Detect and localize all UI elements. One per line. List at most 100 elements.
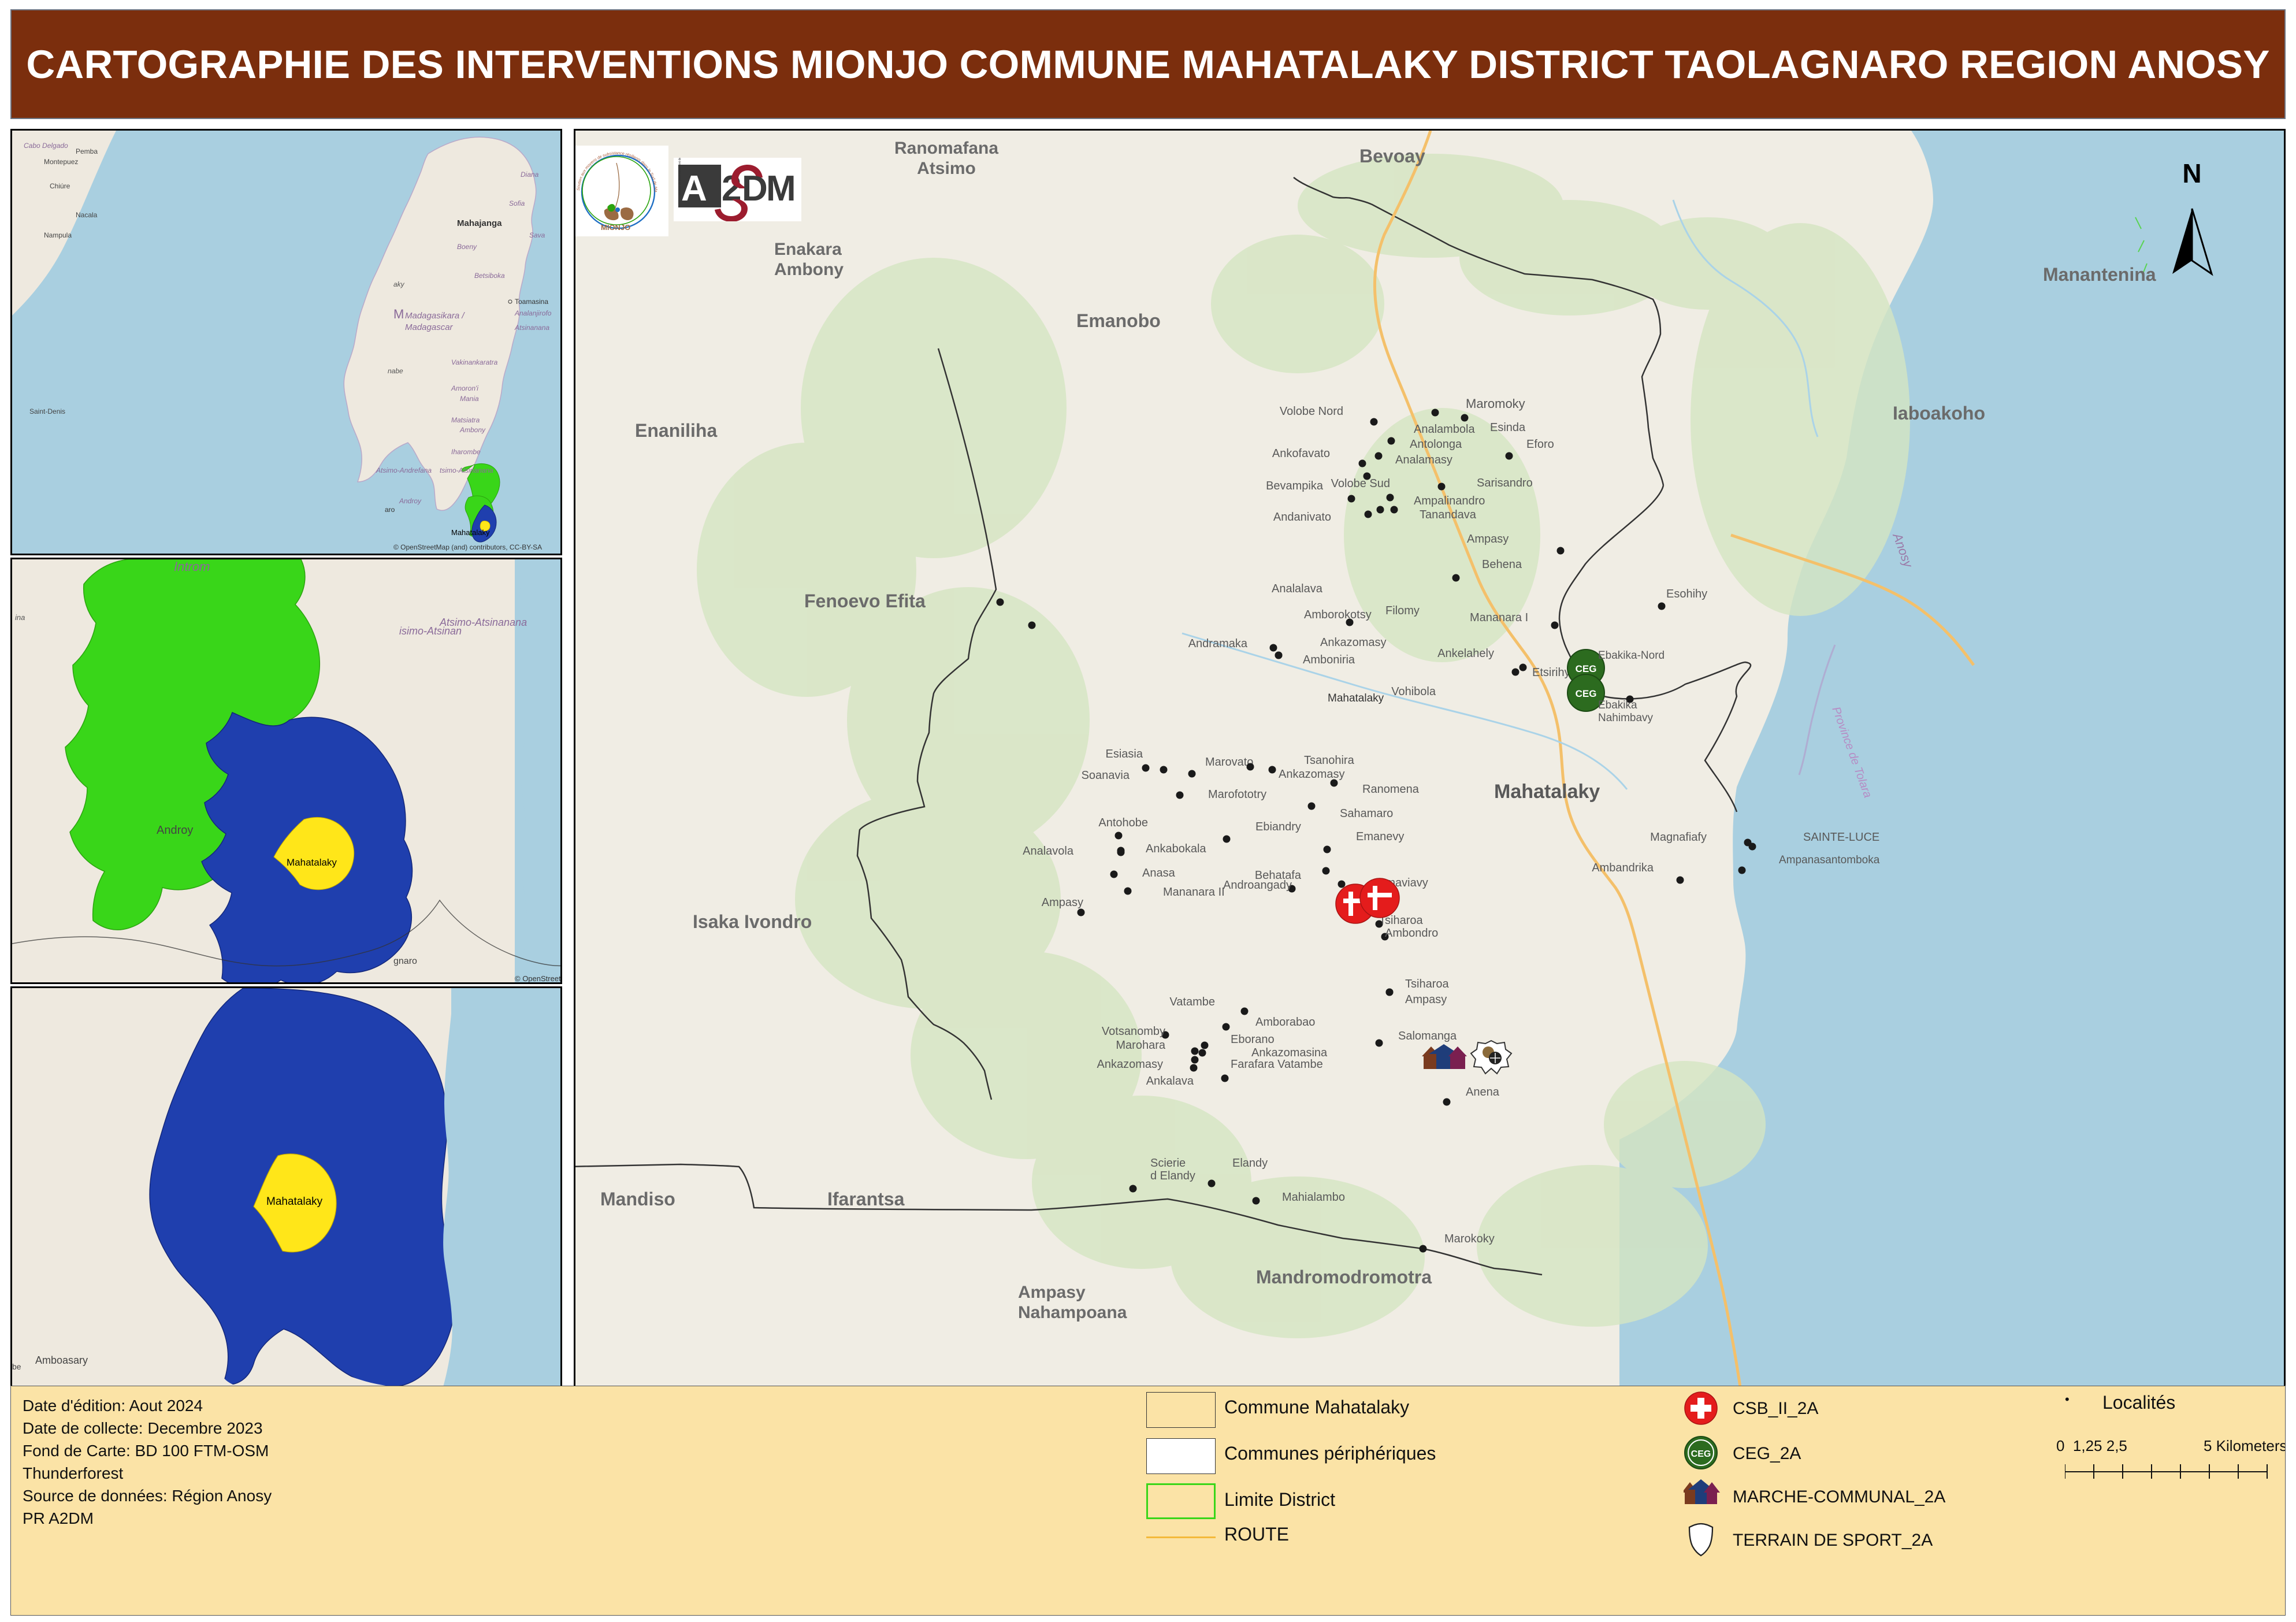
svg-text:secteur de developpement de Ma: secteur de developpement de Madagascar — [678, 158, 682, 195]
svg-text:Diana: Diana — [521, 170, 539, 179]
svg-text:Anasa: Anasa — [1142, 867, 1176, 879]
svg-text:Volobe Nord: Volobe Nord — [1280, 405, 1343, 418]
svg-text:Enakara: Enakara — [774, 240, 842, 259]
svg-text:Ankazomasy: Ankazomasy — [1320, 636, 1387, 649]
svg-text:Mananara II: Mananara II — [1163, 886, 1225, 899]
svg-text:Toamasina: Toamasina — [515, 298, 548, 306]
svg-text:MIONJO: MIONJO — [601, 223, 630, 232]
svg-text:M: M — [393, 307, 404, 321]
svg-text:Analambola: Analambola — [1414, 423, 1476, 436]
svg-text:Tanandava: Tanandava — [1420, 509, 1477, 521]
svg-text:CEG: CEG — [1691, 1449, 1711, 1459]
svg-text:Isaka Ivondro: Isaka Ivondro — [693, 911, 812, 932]
svg-text:Ebakika-Nord: Ebakika-Nord — [1598, 649, 1665, 662]
svg-text:Madagasikara /: Madagasikara / — [405, 311, 465, 321]
svg-text:tsimo-Atsinanana: tsimo-Atsinanana — [440, 466, 493, 474]
svg-text:Amborokotsy: Amborokotsy — [1304, 608, 1372, 621]
svg-text:Cabo Delgado: Cabo Delgado — [24, 142, 68, 150]
svg-text:Vatambe: Vatambe — [1169, 996, 1215, 1008]
svg-text:Ampalinandro: Ampalinandro — [1414, 495, 1485, 507]
svg-text:ina: ina — [15, 613, 25, 622]
svg-text:Nacala: Nacala — [76, 211, 98, 219]
svg-text:SAINTE-LUCE: SAINTE-LUCE — [1803, 831, 1879, 844]
svg-text:Analalava: Analalava — [1272, 582, 1323, 595]
svg-text:Iharombe: Iharombe — [451, 448, 481, 456]
svg-text:Fenoevo Efita: Fenoevo Efita — [804, 591, 926, 611]
svg-text:Manantenina: Manantenina — [2043, 264, 2156, 285]
svg-text:Ambandrika: Ambandrika — [1592, 862, 1654, 874]
svg-text:be: be — [12, 1362, 21, 1371]
svg-text:Enaniliha: Enaniliha — [635, 420, 717, 441]
svg-text:Marovato: Marovato — [1205, 756, 1253, 769]
svg-text:Madagascar: Madagascar — [405, 322, 454, 332]
svg-text:Esiasia: Esiasia — [1106, 748, 1143, 760]
svg-text:gnaro: gnaro — [393, 956, 417, 966]
svg-text:Ankelahely: Ankelahely — [1437, 647, 1494, 660]
svg-text:Ankabokala: Ankabokala — [1146, 842, 1206, 855]
svg-text:Mania: Mania — [460, 395, 479, 403]
svg-text:Bevoay: Bevoay — [1359, 146, 1425, 166]
svg-text:© OpenStreetMap (and) contribu: © OpenStreetMap (and) contributors, CC-B… — [393, 543, 542, 551]
svg-text:Mahatalaky: Mahatalaky — [266, 1196, 323, 1208]
svg-text:Vohibola: Vohibola — [1391, 685, 1436, 698]
svg-text:Ampasy: Ampasy — [1405, 993, 1447, 1006]
svg-text:Esohihy: Esohihy — [1666, 588, 1707, 600]
svg-text:Eborano: Eborano — [1231, 1033, 1275, 1046]
svg-text:Ankazomasy: Ankazomasy — [1279, 768, 1345, 781]
svg-text:Sahamaro: Sahamaro — [1340, 807, 1393, 820]
svg-text:Anena: Anena — [1466, 1086, 1500, 1098]
svg-text:Tsiharoa: Tsiharoa — [1405, 978, 1449, 990]
svg-text:Analanjirofo: Analanjirofo — [514, 309, 552, 317]
svg-text:Ranomena: Ranomena — [1362, 783, 1420, 796]
svg-text:Amborabao: Amborabao — [1255, 1016, 1315, 1029]
svg-text:Boeny: Boeny — [457, 243, 477, 251]
svg-text:Ebiandry: Ebiandry — [1255, 821, 1301, 833]
svg-text:Analavola: Analavola — [1023, 845, 1074, 858]
svg-text:Mahatalaky: Mahatalaky — [1328, 692, 1384, 704]
svg-text:Sarisandro: Sarisandro — [1477, 477, 1533, 489]
svg-text:d Elandy: d Elandy — [1150, 1170, 1195, 1182]
svg-text:Mandiso: Mandiso — [600, 1189, 675, 1209]
svg-text:Scierie: Scierie — [1150, 1157, 1186, 1170]
svg-text:Atsimo: Atsimo — [917, 159, 976, 178]
svg-text:Matsiatra: Matsiatra — [451, 416, 480, 424]
svg-text:Bevampika: Bevampika — [1266, 480, 1324, 492]
svg-text:Sofia: Sofia — [509, 199, 525, 207]
svg-text:Ambony: Ambony — [459, 426, 486, 434]
svg-text:Saint-Denis: Saint-Denis — [29, 407, 65, 415]
svg-text:Andanivato: Andanivato — [1273, 511, 1331, 524]
svg-text:aky: aky — [393, 280, 405, 288]
svg-text:Ifarantsa: Ifarantsa — [827, 1189, 905, 1209]
svg-text:Emanobo: Emanobo — [1076, 310, 1161, 331]
svg-text:Mananara I: Mananara I — [1470, 611, 1528, 624]
svg-text:Elandy: Elandy — [1232, 1157, 1268, 1170]
svg-text:Ampanasantomboka: Ampanasantomboka — [1779, 854, 1880, 866]
svg-text:Ebakika: Ebakika — [1598, 699, 1637, 711]
svg-text:Ankazomasy: Ankazomasy — [1097, 1058, 1164, 1071]
svg-text:Betsiboka: Betsiboka — [474, 272, 505, 280]
svg-text:Ampasy: Ampasy — [1467, 533, 1509, 545]
svg-text:Filomy: Filomy — [1385, 604, 1420, 617]
svg-text:CEG: CEG — [1576, 688, 1597, 699]
svg-text:Antolonga: Antolonga — [1410, 438, 1462, 451]
svg-text:Soanavia: Soanavia — [1082, 769, 1130, 782]
svg-text:Ankalava: Ankalava — [1146, 1075, 1194, 1087]
svg-text:© OpenStreetMap (and) contribu: © OpenStreetMap (and) contributors, CC-B… — [515, 974, 562, 983]
svg-text:Marofototry: Marofototry — [1208, 788, 1266, 801]
svg-text:Esinda: Esinda — [1490, 421, 1526, 434]
svg-text:Atsinanana: Atsinanana — [514, 324, 549, 332]
svg-text:isimo-Atsinan: isimo-Atsinan — [399, 625, 462, 637]
svg-text:Androy: Androy — [157, 824, 193, 837]
svg-text:D: D — [742, 169, 768, 209]
svg-text:Chiúre: Chiúre — [50, 182, 70, 190]
svg-text:N: N — [2182, 158, 2201, 188]
svg-text:nabe: nabe — [388, 367, 403, 375]
svg-text:Androy: Androy — [399, 497, 422, 505]
svg-text:Sava: Sava — [529, 231, 545, 239]
svg-text:Marokoky: Marokoky — [1444, 1233, 1495, 1245]
svg-text:Farafara Vatambe: Farafara Vatambe — [1231, 1058, 1323, 1071]
svg-text:Pemba: Pemba — [76, 147, 98, 155]
svg-text:Analamasy: Analamasy — [1395, 454, 1452, 466]
svg-text:Mahatalaky: Mahatalaky — [287, 857, 337, 868]
svg-text:Soutien aux moyens de subsista: Soutien aux moyens de subsistance résili… — [574, 146, 657, 192]
